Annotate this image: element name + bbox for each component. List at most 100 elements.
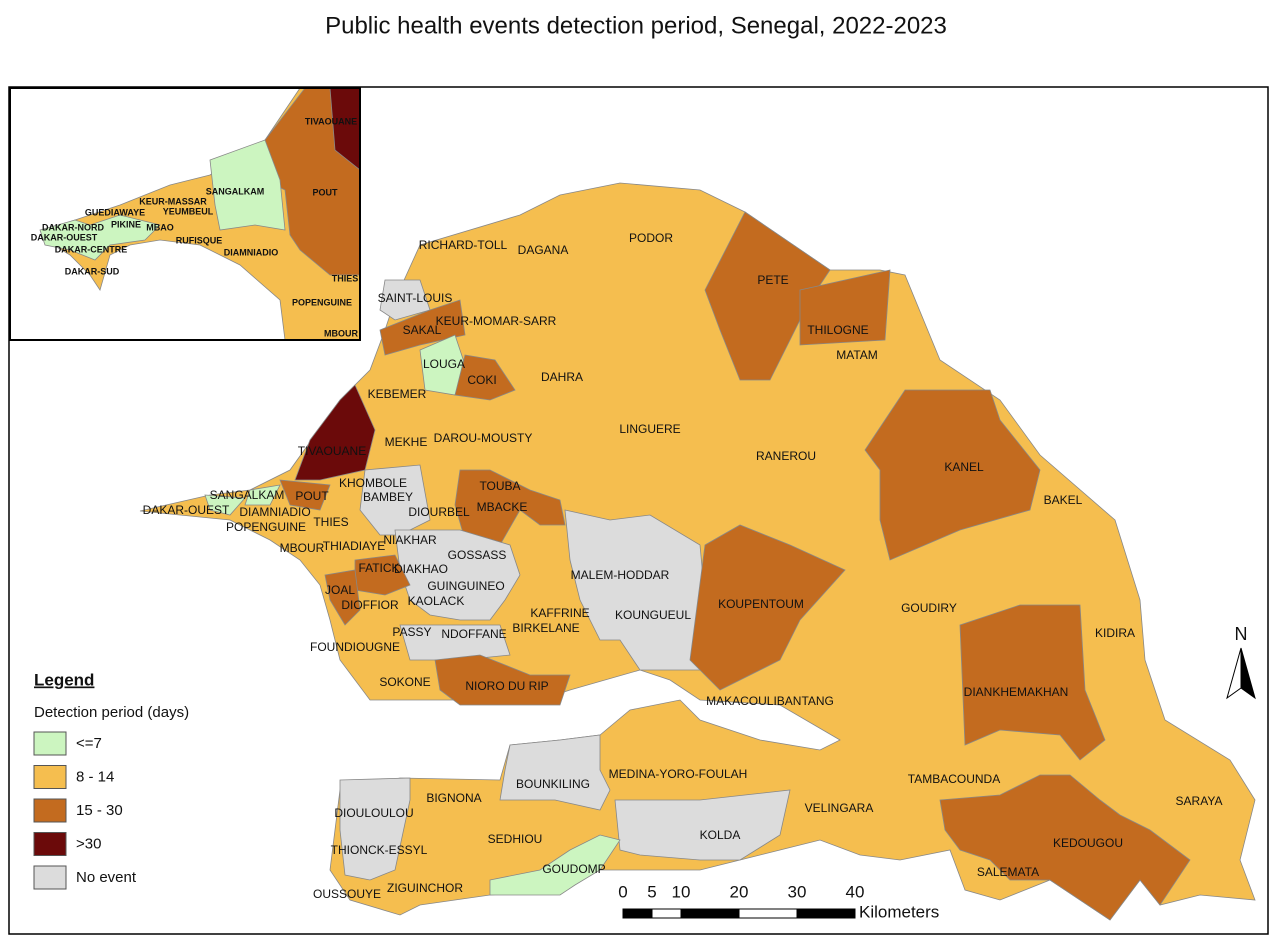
district-label: SAKAL [403, 323, 442, 337]
inset-district-label: PIKINE [111, 219, 141, 229]
legend-label: >30 [76, 835, 101, 852]
inset-district-label: SANGALKAM [206, 186, 265, 196]
district-label: LINGUERE [619, 422, 680, 436]
district-label: KEBEMER [368, 387, 427, 401]
district-label: JOAL [325, 583, 355, 597]
district-label: THILOGNE [807, 323, 868, 337]
district-label: SARAYA [1176, 794, 1223, 808]
legend-label: No event [76, 869, 137, 886]
map-frame [8, 86, 1269, 935]
district-area [379, 279, 431, 321]
inset-district-label: DAKAR-CENTRE [55, 244, 128, 254]
district-area [454, 354, 516, 401]
district-area [454, 469, 566, 546]
district-area [499, 734, 611, 811]
district-label: KANEL [944, 460, 984, 474]
district-label: BOUNKILING [516, 777, 590, 791]
district-label: KAFFRINE [530, 606, 589, 620]
district-label: PASSY [392, 625, 431, 639]
district-area [704, 211, 831, 381]
district-label: MEKHE [385, 435, 428, 449]
district-label: DIAMNIADIO [239, 505, 310, 519]
district-label: POPENGUINE [226, 520, 306, 534]
district-label: MBACKE [477, 500, 528, 514]
scale-tick-label: 0 [618, 882, 627, 901]
district-label: DAROU-MOUSTY [434, 431, 533, 445]
district-area [244, 484, 281, 506]
legend-swatch [33, 865, 67, 890]
district-label: SAINT-LOUIS [378, 291, 453, 305]
north-arrow: N [1226, 624, 1256, 700]
scale-segment [796, 908, 856, 919]
district-label: GOUDOMP [542, 862, 605, 876]
district-area [489, 834, 621, 896]
district-label: TOUBA [479, 479, 520, 493]
district-label: PODOR [629, 231, 673, 245]
legend-swatch [33, 731, 67, 756]
district-label: SOKONE [379, 675, 430, 689]
district-label: POUT [295, 489, 329, 503]
district-label: KEUR-MOMAR-SARR [436, 314, 557, 328]
north-arrow-right [1240, 647, 1256, 700]
district-label: TIVAOUANE [298, 444, 366, 458]
district-area [394, 529, 521, 621]
inset-district-label: KEUR-MASSAR [139, 196, 207, 206]
district-label: THIES [313, 515, 348, 529]
district-label: FOUNDIOUGNE [310, 640, 400, 654]
inset-district-label: DIAMNIADIO [224, 247, 279, 257]
scale-segment [738, 908, 798, 919]
district-label: BAKEL [1044, 493, 1083, 507]
district-label: DIOULOULOU [334, 806, 413, 820]
district-label: DIAKHAO [394, 562, 448, 576]
scale-tick-label: 10 [672, 882, 691, 901]
district-label: RICHARD-TOLL [419, 238, 508, 252]
inset-district-label: DAKAR-NORD [42, 222, 104, 232]
inset-district-label: POUT [312, 187, 338, 197]
district-label: KOLDA [700, 828, 741, 842]
legend-swatch [33, 765, 67, 789]
district-label: KOUPENTOUM [718, 597, 804, 611]
legend-label: 8 - 14 [76, 768, 114, 785]
legend-swatch [33, 798, 67, 823]
district-label: NDOFFANE [441, 627, 506, 641]
district-label: OUSSOUYE [313, 887, 381, 901]
district-area [434, 654, 571, 706]
district-label: FATICK [358, 561, 399, 575]
district-label: DAGANA [518, 243, 569, 257]
scale-tick-label: 5 [647, 882, 656, 901]
inset-district-label: MBOUR [324, 328, 358, 338]
scale-tick-label: 30 [788, 882, 807, 901]
district-area [864, 389, 1041, 561]
inset-district-label: RUFISQUE [176, 235, 223, 245]
district-label: THIONCK-ESSYL [331, 843, 428, 857]
north-label: N [1235, 624, 1248, 644]
district-label: BIRKELANE [512, 621, 579, 635]
legend-swatch [33, 832, 67, 856]
district-label: RANEROU [756, 449, 816, 463]
district-area [959, 604, 1106, 761]
district-label: BIGNONA [426, 791, 481, 805]
district-area [379, 299, 466, 356]
district-label: DIOFFIOR [341, 598, 399, 612]
legend-subtitle: Detection period (days) [34, 704, 189, 721]
scale-segment [622, 908, 653, 919]
legend-label: <=7 [76, 735, 102, 752]
district-label: VELINGARA [805, 801, 874, 815]
inset-district-label: MBAO [146, 222, 174, 232]
district-label: KAOLACK [408, 594, 465, 608]
district-area [339, 777, 411, 881]
inset-district-label: GUEDIAWAYE [85, 207, 145, 217]
district-label: KHOMBOLE [339, 476, 407, 490]
district-label: MALEM-HODDAR [571, 568, 670, 582]
district-area [324, 569, 361, 626]
district-label: KOUNGUEUL [615, 608, 691, 622]
district-area [614, 789, 791, 861]
district-label: DAKAR-OUEST [143, 503, 230, 517]
district-label: GOUDIRY [901, 601, 957, 615]
inset-district-label: TIVAOUANE [305, 116, 357, 126]
district-label: KEDOUGOU [1053, 836, 1123, 850]
legend-title: Legend [34, 670, 94, 689]
inset-border [9, 87, 361, 341]
district-label: MATAM [836, 348, 878, 362]
